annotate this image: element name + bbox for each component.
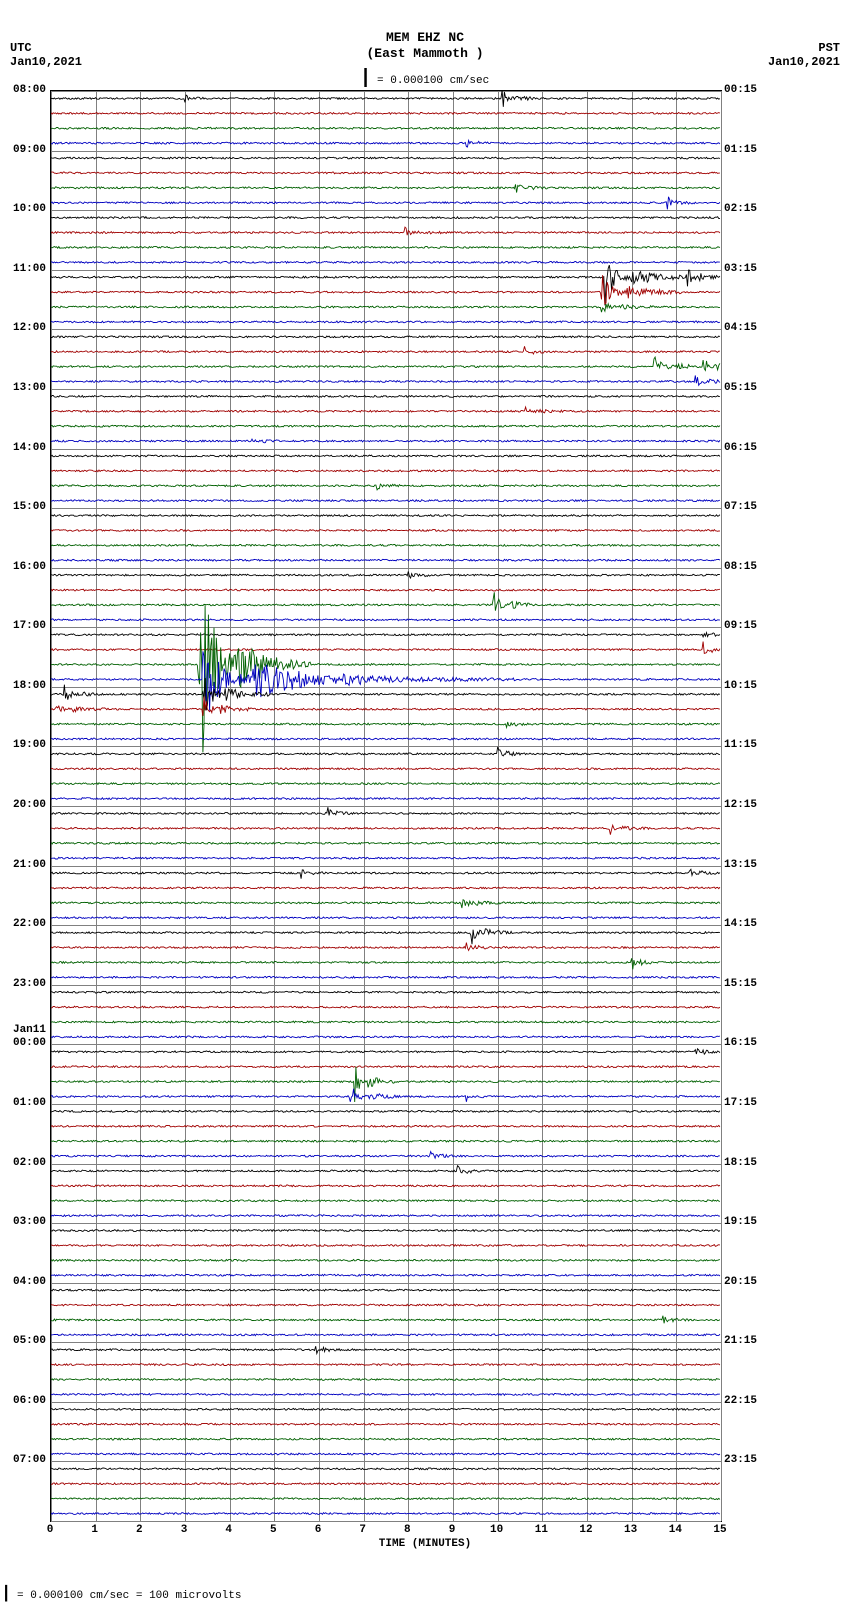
utc-hour-label: 12:00 xyxy=(4,322,46,334)
helicorder-plot xyxy=(50,90,722,1522)
pst-hour-label: 23:15 xyxy=(724,1454,774,1466)
utc-hour-label: 03:00 xyxy=(4,1216,46,1228)
x-tick-label: 1 xyxy=(85,1524,105,1536)
utc-hour-label: 15:00 xyxy=(4,501,46,513)
station-code: MEM EHZ NC xyxy=(366,30,483,46)
x-tick-label: 14 xyxy=(665,1524,685,1536)
station-name: (East Mammoth ) xyxy=(366,46,483,62)
utc-hour-label: 19:00 xyxy=(4,739,46,751)
pst-hour-label: 05:15 xyxy=(724,382,774,394)
pst-hour-label: 17:15 xyxy=(724,1097,774,1109)
x-tick-label: 9 xyxy=(442,1524,462,1536)
pst-hour-label: 13:15 xyxy=(724,859,774,871)
pst-hour-label: 18:15 xyxy=(724,1157,774,1169)
pst-hour-label: 21:15 xyxy=(724,1335,774,1347)
x-tick-label: 4 xyxy=(219,1524,239,1536)
utc-hour-label: 02:00 xyxy=(4,1157,46,1169)
x-tick-label: 11 xyxy=(531,1524,551,1536)
utc-hour-label: 17:00 xyxy=(4,620,46,632)
utc-hour-label: 20:00 xyxy=(4,799,46,811)
utc-hour-label: 09:00 xyxy=(4,144,46,156)
utc-hour-label: 23:00 xyxy=(4,978,46,990)
x-tick-label: 7 xyxy=(353,1524,373,1536)
utc-hour-label: 22:00 xyxy=(4,918,46,930)
pst-hour-label: 10:15 xyxy=(724,680,774,692)
utc-hour-label: 04:00 xyxy=(4,1276,46,1288)
pst-hour-label: 22:15 xyxy=(724,1395,774,1407)
pst-header: PST Jan10,2021 xyxy=(768,42,840,70)
pst-hour-label: 16:15 xyxy=(724,1037,774,1049)
pst-hour-label: 00:15 xyxy=(724,84,774,96)
pst-hour-label: 08:15 xyxy=(724,561,774,573)
utc-hour-label: 16:00 xyxy=(4,561,46,573)
pst-hour-label: 07:15 xyxy=(724,501,774,513)
x-tick-label: 3 xyxy=(174,1524,194,1536)
pst-hour-label: 09:15 xyxy=(724,620,774,632)
x-tick-label: 10 xyxy=(487,1524,507,1536)
x-tick-label: 5 xyxy=(263,1524,283,1536)
utc-hour-label: 07:00 xyxy=(4,1454,46,1466)
utc-hour-label: 00:00 xyxy=(4,1037,46,1049)
x-tick-label: 8 xyxy=(397,1524,417,1536)
utc-hour-label: 21:00 xyxy=(4,859,46,871)
x-tick-label: 12 xyxy=(576,1524,596,1536)
pst-hour-label: 04:15 xyxy=(724,322,774,334)
x-tick-label: 0 xyxy=(40,1524,60,1536)
utc-hour-label: 08:00 xyxy=(4,84,46,96)
utc-hour-label: 11:00 xyxy=(4,263,46,275)
utc-hour-label: 01:00 xyxy=(4,1097,46,1109)
utc-hour-label: 14:00 xyxy=(4,442,46,454)
x-tick-label: 6 xyxy=(308,1524,328,1536)
utc-hour-label: 13:00 xyxy=(4,382,46,394)
pst-hour-label: 11:15 xyxy=(724,739,774,751)
pst-hour-label: 06:15 xyxy=(724,442,774,454)
x-tick-label: 13 xyxy=(621,1524,641,1536)
pst-hour-label: 02:15 xyxy=(724,203,774,215)
footer-scale: ┃ = 0.000100 cm/sec = 100 microvolts xyxy=(2,1586,241,1603)
pst-hour-label: 03:15 xyxy=(724,263,774,275)
utc-hour-label: 18:00 xyxy=(4,680,46,692)
pst-hour-label: 19:15 xyxy=(724,1216,774,1228)
pst-hour-label: 01:15 xyxy=(724,144,774,156)
pst-hour-label: 15:15 xyxy=(724,978,774,990)
pst-hour-label: 20:15 xyxy=(724,1276,774,1288)
utc-hour-label: 10:00 xyxy=(4,203,46,215)
scale-note: ┃ = 0.000100 cm/sec xyxy=(361,68,489,88)
utc-header: UTC Jan10,2021 xyxy=(10,42,82,70)
pst-hour-label: 12:15 xyxy=(724,799,774,811)
utc-hour-label: 05:00 xyxy=(4,1335,46,1347)
utc-hour-label: 06:00 xyxy=(4,1395,46,1407)
x-tick-label: 2 xyxy=(129,1524,149,1536)
x-tick-label: 15 xyxy=(710,1524,730,1536)
xaxis-title: TIME (MINUTES) xyxy=(379,1538,471,1550)
pst-hour-label: 14:15 xyxy=(724,918,774,930)
